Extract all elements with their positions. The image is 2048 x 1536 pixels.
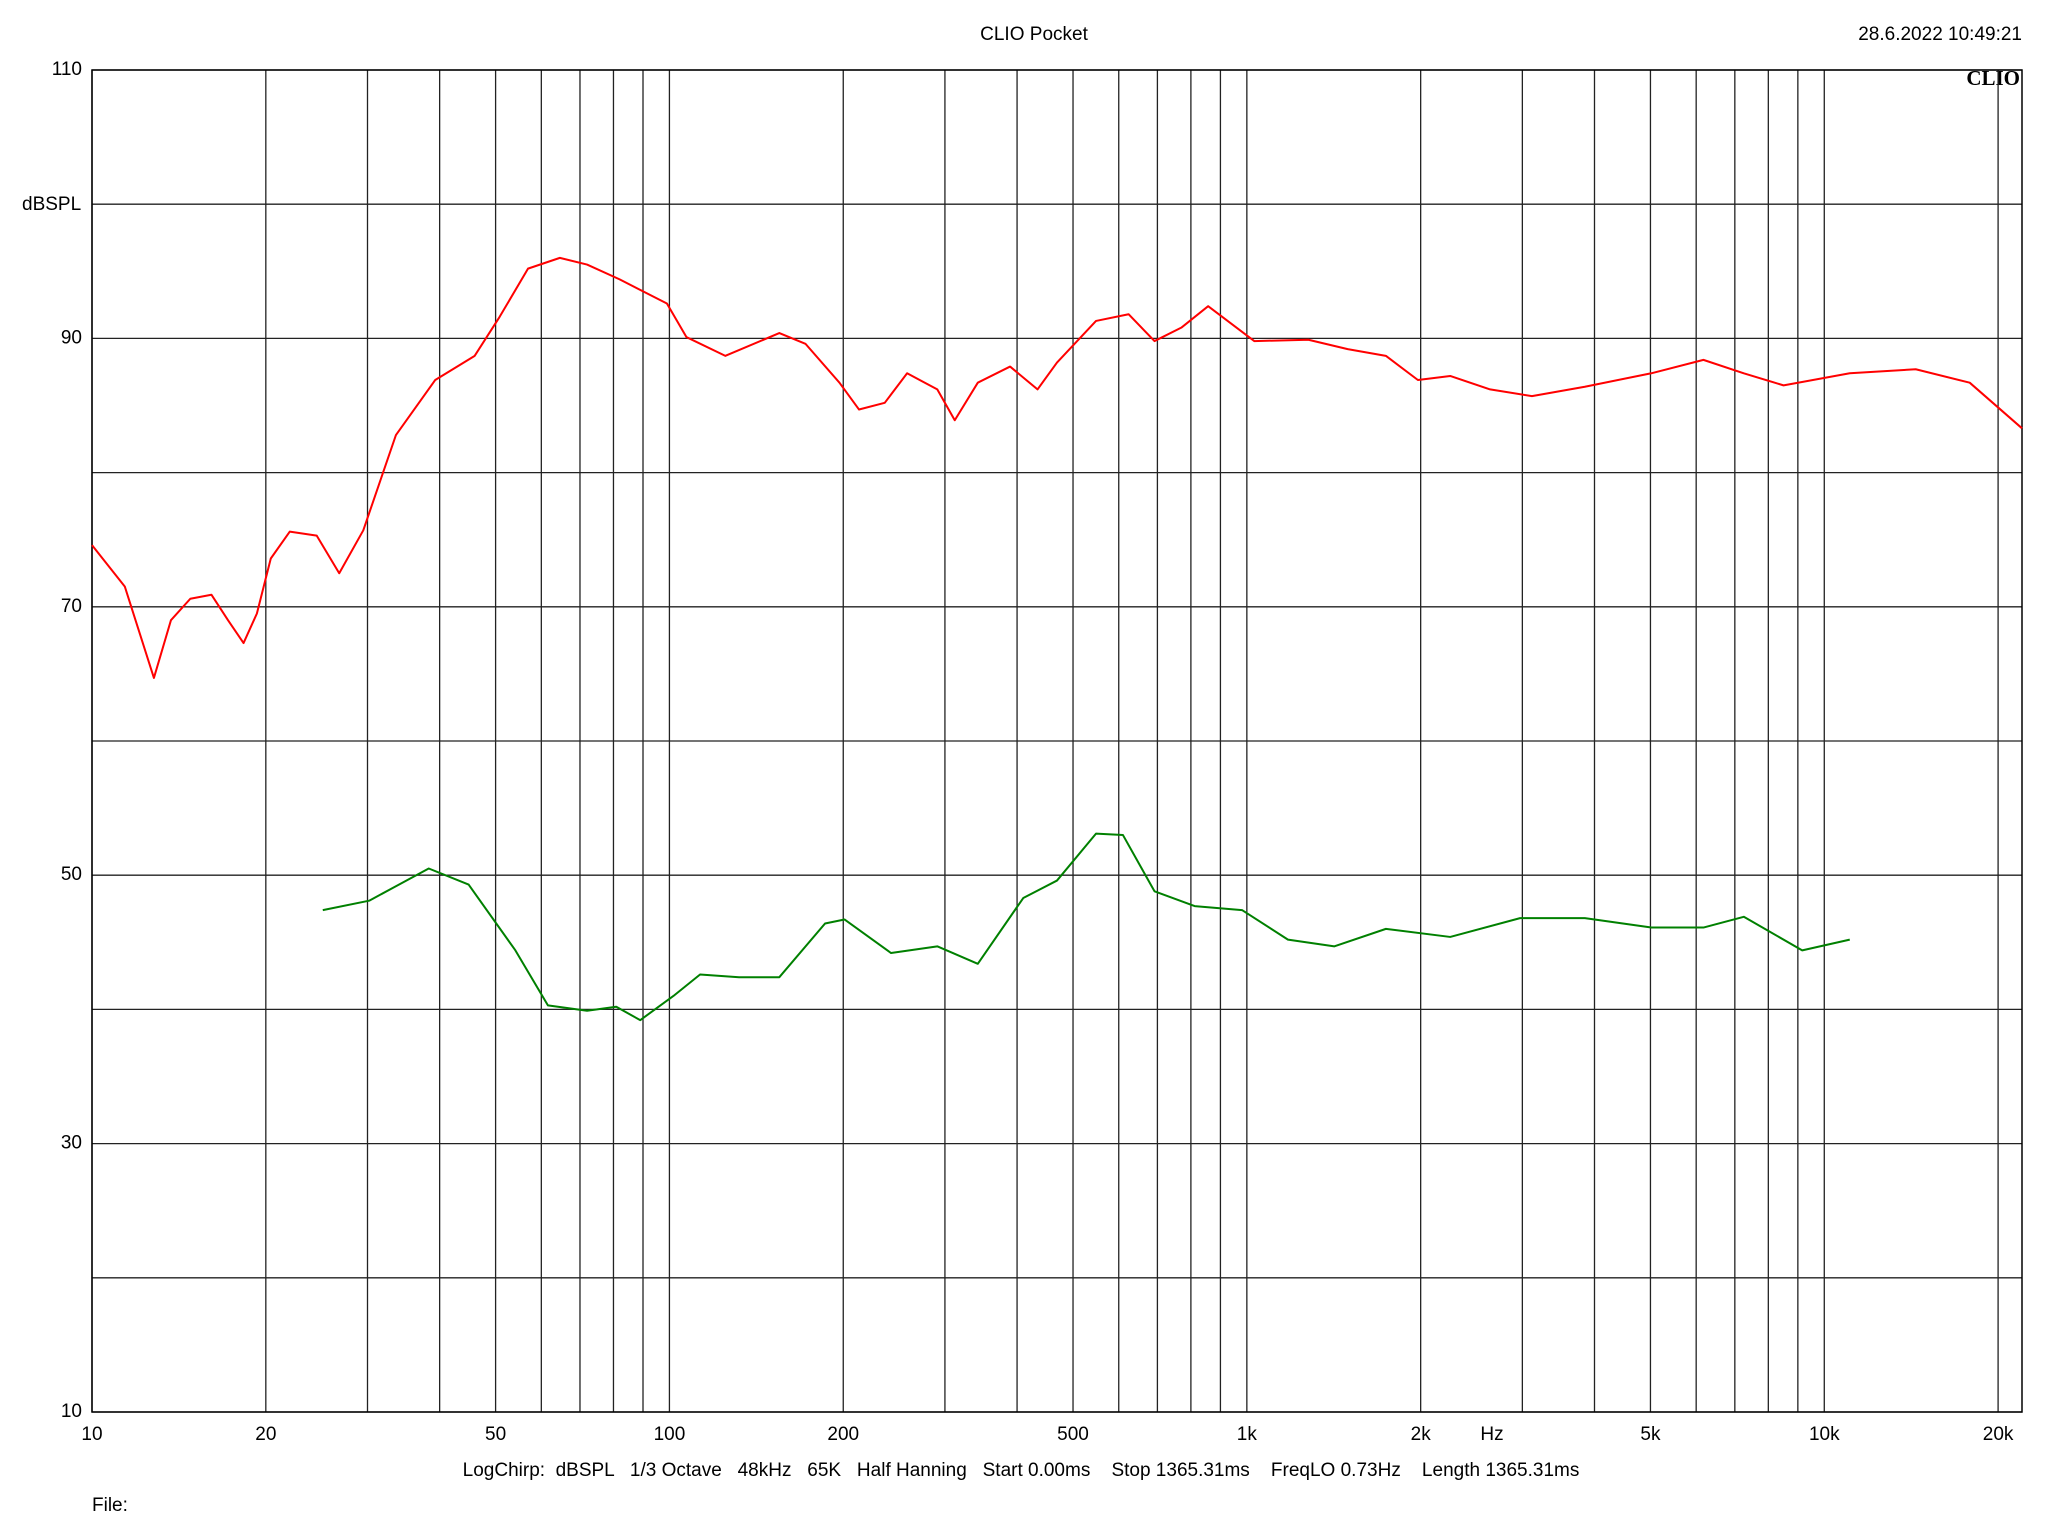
file-label: File:	[92, 1495, 128, 1516]
y-tick-label: 50	[61, 864, 82, 885]
x-tick-label: 200	[827, 1424, 859, 1445]
y-tick-label: 110	[52, 59, 82, 80]
x-tick-label: 5k	[1640, 1424, 1661, 1445]
y-tick-label: 30	[61, 1133, 82, 1154]
footer: LogChirp: dBSPL 1/3 Octave 48kHz 65K Hal…	[463, 1460, 1580, 1481]
x-tick-label: 10	[81, 1424, 102, 1445]
plot-frame	[91, 69, 2023, 1413]
data-line	[91, 256, 2023, 679]
y-tick-label: 70	[61, 596, 82, 617]
x-tick-label: 500	[1057, 1424, 1089, 1445]
x-tick-label: 2k	[1411, 1424, 1432, 1445]
x-tick-label: 100	[654, 1424, 686, 1445]
x-tick-label: 50	[485, 1424, 506, 1445]
y-tick-label: 10	[61, 1401, 82, 1422]
data-line	[322, 832, 1850, 1022]
chart-title: CLIO Pocket	[980, 24, 1088, 45]
y-tick-label: 90	[61, 327, 82, 348]
x-axis-label: Hz	[1480, 1424, 1503, 1445]
x-tick-label: 10k	[1809, 1424, 1840, 1445]
x-tick-label: 20k	[1983, 1424, 2014, 1445]
timestamp: 28.6.2022 10:49:21	[1858, 24, 2022, 45]
x-tick-label: 20	[255, 1424, 276, 1445]
y-axis-label: dBSPL	[22, 194, 81, 215]
x-tick-label: 1k	[1237, 1424, 1258, 1445]
